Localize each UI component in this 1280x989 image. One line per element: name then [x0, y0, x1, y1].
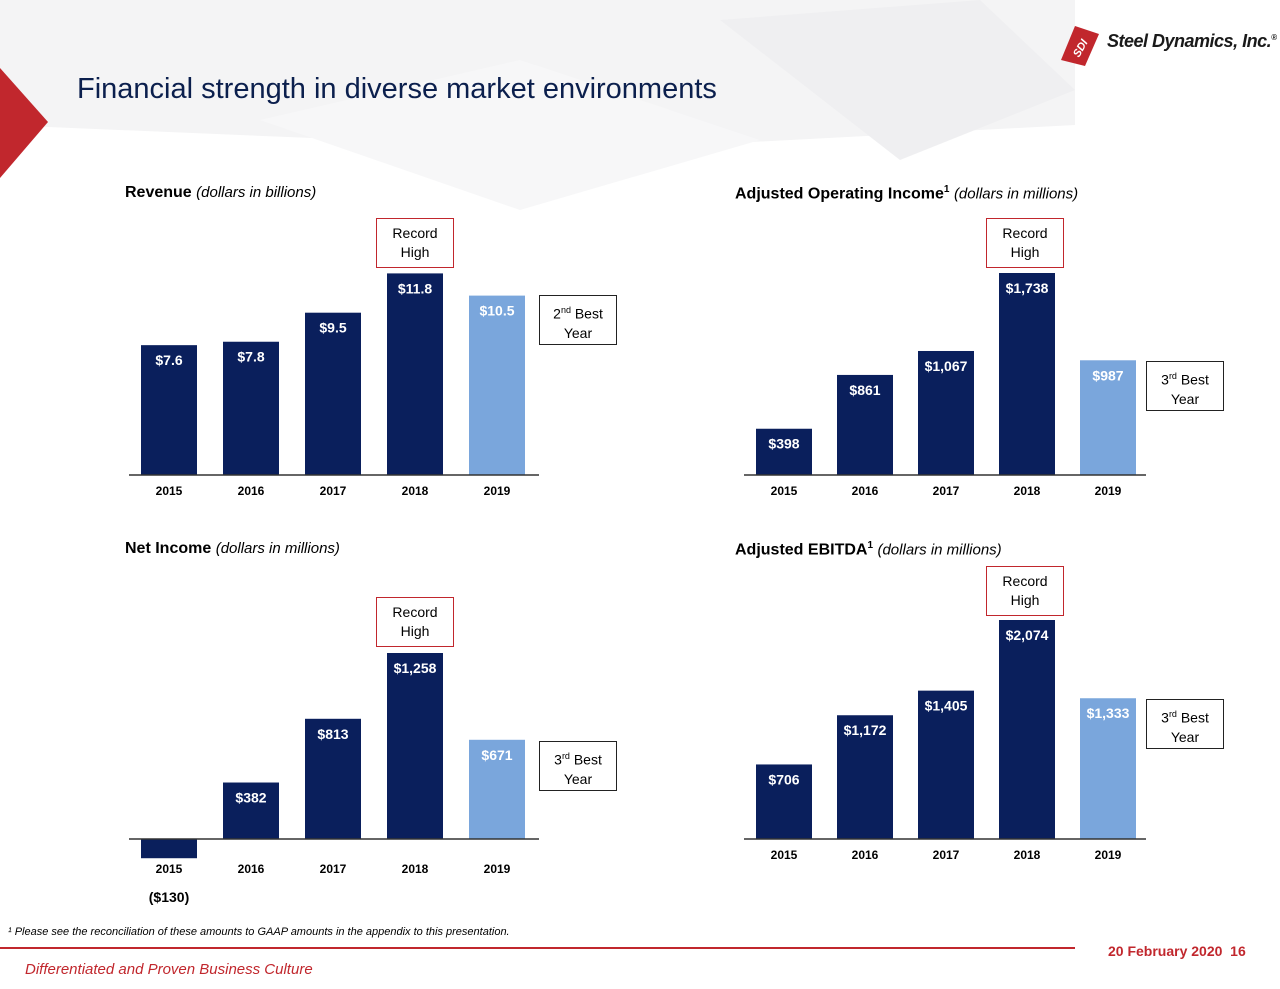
data-label: $706 — [768, 771, 799, 787]
ebitda-chart-title: Adjusted EBITDA1 (dollars in millions) — [735, 540, 1002, 559]
logo-text: Steel Dynamics, Inc. — [1107, 31, 1272, 51]
operating-income-unit: (dollars in millions) — [953, 185, 1079, 203]
bar-2015 — [141, 839, 197, 859]
bar-2016 — [223, 341, 279, 475]
data-label: $671 — [481, 747, 512, 763]
footnote: ¹ Please see the reconciliation of these… — [8, 926, 510, 938]
tick-label: 2018 — [1014, 484, 1041, 498]
bar-2019 — [469, 295, 525, 475]
bar-2019 — [1080, 698, 1136, 839]
tick-label: 2019 — [484, 484, 511, 498]
data-label: $1,333 — [1087, 705, 1130, 721]
bar-2017 — [918, 690, 974, 839]
red-arrow-icon — [0, 68, 48, 178]
revenue-chart-title: Revenue (dollars in billions) — [125, 184, 316, 202]
data-label: $1,405 — [925, 698, 968, 714]
background-facets — [0, 0, 1075, 210]
data-label: $1,738 — [1006, 280, 1049, 296]
bar-2019 — [1080, 360, 1136, 475]
data-label: $11.8 — [398, 280, 432, 296]
tick-label: 2015 — [156, 862, 183, 876]
data-label: $9.5 — [319, 320, 346, 336]
tick-label: 2017 — [320, 862, 347, 876]
bar-2016 — [837, 715, 893, 839]
net-income-best-year-callout: 3rd Best Year — [539, 741, 617, 791]
bar-2015 — [756, 428, 812, 475]
data-label: $861 — [849, 382, 880, 398]
tick-label: 2016 — [852, 484, 879, 498]
revenue-title: Revenue — [125, 184, 192, 201]
bar-2018 — [387, 653, 443, 839]
revenue-unit: (dollars in billions) — [196, 184, 317, 201]
ebitda-record-high-callout: Record High — [986, 566, 1064, 616]
net-income-chart: ($130) 2015 $382 2016 $813 2017 $1,258 2018 $671… — [129, 653, 539, 905]
tick-label: 2016 — [238, 862, 265, 876]
tick-label: 2015 — [156, 484, 183, 498]
tick-label: 2017 — [933, 848, 960, 862]
revenue-record-high-callout: Record High — [376, 218, 454, 268]
data-label: $987 — [1092, 367, 1123, 383]
data-label: ($130) — [149, 889, 189, 905]
bar-2018 — [999, 620, 1055, 839]
net-income-chart-title: Net Income (dollars in millions) — [125, 540, 340, 558]
operating-income-title: Adjusted Operating Income — [735, 185, 944, 203]
footer-tagline: Differentiated and Proven Business Cultu… — [25, 961, 313, 978]
tick-label: 2018 — [1014, 848, 1041, 862]
page-title: Financial strength in diverse market env… — [77, 73, 717, 105]
data-label: $813 — [317, 726, 348, 742]
bar-2017 — [918, 350, 974, 475]
footer-divider — [0, 947, 1075, 949]
data-label: $7.8 — [237, 349, 264, 365]
tick-label: 2017 — [933, 484, 960, 498]
ebitda-chart: $706 2015 $1,172 2016 $1,405 2017 $2,074 2018 $1… — [744, 620, 1146, 862]
operating-income-record-high-callout: Record High — [986, 218, 1064, 268]
data-label: $398 — [768, 436, 799, 452]
ebitda-footnote-mark: 1 — [867, 540, 874, 551]
operating-income-best-year-callout: 3rd Best Year — [1146, 361, 1224, 411]
operating-income-chart: $398 2015 $861 2016 $1,067 2017 $1,738 2018 $987… — [744, 273, 1146, 498]
data-label: $1,067 — [925, 358, 968, 374]
operating-income-chart-title: Adjusted Operating Income1 (dollars in m… — [735, 184, 1078, 203]
bar-2016 — [223, 782, 279, 839]
tick-label: 2015 — [771, 484, 798, 498]
revenue-chart: $7.6 2015 $7.8 2016 $9.5 2017 $11.8 2018 $10.5 20… — [129, 273, 539, 498]
ebitda-best-year-callout: 3rd Best Year — [1146, 699, 1224, 749]
ebitda-unit: (dollars in millions) — [877, 541, 1002, 559]
data-label: $382 — [235, 790, 266, 806]
bar-2019 — [469, 739, 525, 839]
bar-2018 — [387, 273, 443, 475]
net-income-record-high-callout: Record High — [376, 597, 454, 647]
bar-2015 — [141, 345, 197, 475]
data-label: $2,074 — [1006, 627, 1049, 643]
data-label: $1,258 — [394, 660, 437, 676]
ebitda-title: Adjusted EBITDA — [735, 541, 868, 559]
operating-income-footnote-mark: 1 — [943, 184, 950, 195]
tick-label: 2018 — [402, 484, 429, 498]
tick-label: 2016 — [852, 848, 879, 862]
bar-2015 — [756, 764, 812, 839]
company-logo: SDI Steel Dynamics, Inc.® — [1055, 24, 1277, 68]
data-label: $10.5 — [479, 303, 514, 319]
tick-label: 2019 — [1095, 848, 1122, 862]
bar-2016 — [837, 374, 893, 475]
tick-label: 2018 — [402, 862, 429, 876]
tick-label: 2015 — [771, 848, 798, 862]
tick-label: 2019 — [484, 862, 511, 876]
tick-label: 2016 — [238, 484, 265, 498]
data-label: $1,172 — [844, 722, 887, 738]
sdi-badge-icon: SDI — [1061, 26, 1099, 66]
revenue-best-year-callout: 2nd Best Year — [539, 295, 617, 345]
tick-label: 2017 — [320, 484, 347, 498]
bar-2018 — [999, 273, 1055, 475]
bar-2017 — [305, 312, 361, 475]
bar-2017 — [305, 718, 361, 839]
footer-date-page: 20 February 2020 16 — [1108, 943, 1246, 959]
net-income-unit: (dollars in millions) — [215, 540, 340, 557]
tick-label: 2019 — [1095, 484, 1122, 498]
data-label: $7.6 — [155, 352, 182, 368]
logo-reg-mark: ® — [1271, 33, 1277, 42]
net-income-title: Net Income — [125, 540, 212, 557]
callout-text: Record High — [392, 225, 438, 260]
